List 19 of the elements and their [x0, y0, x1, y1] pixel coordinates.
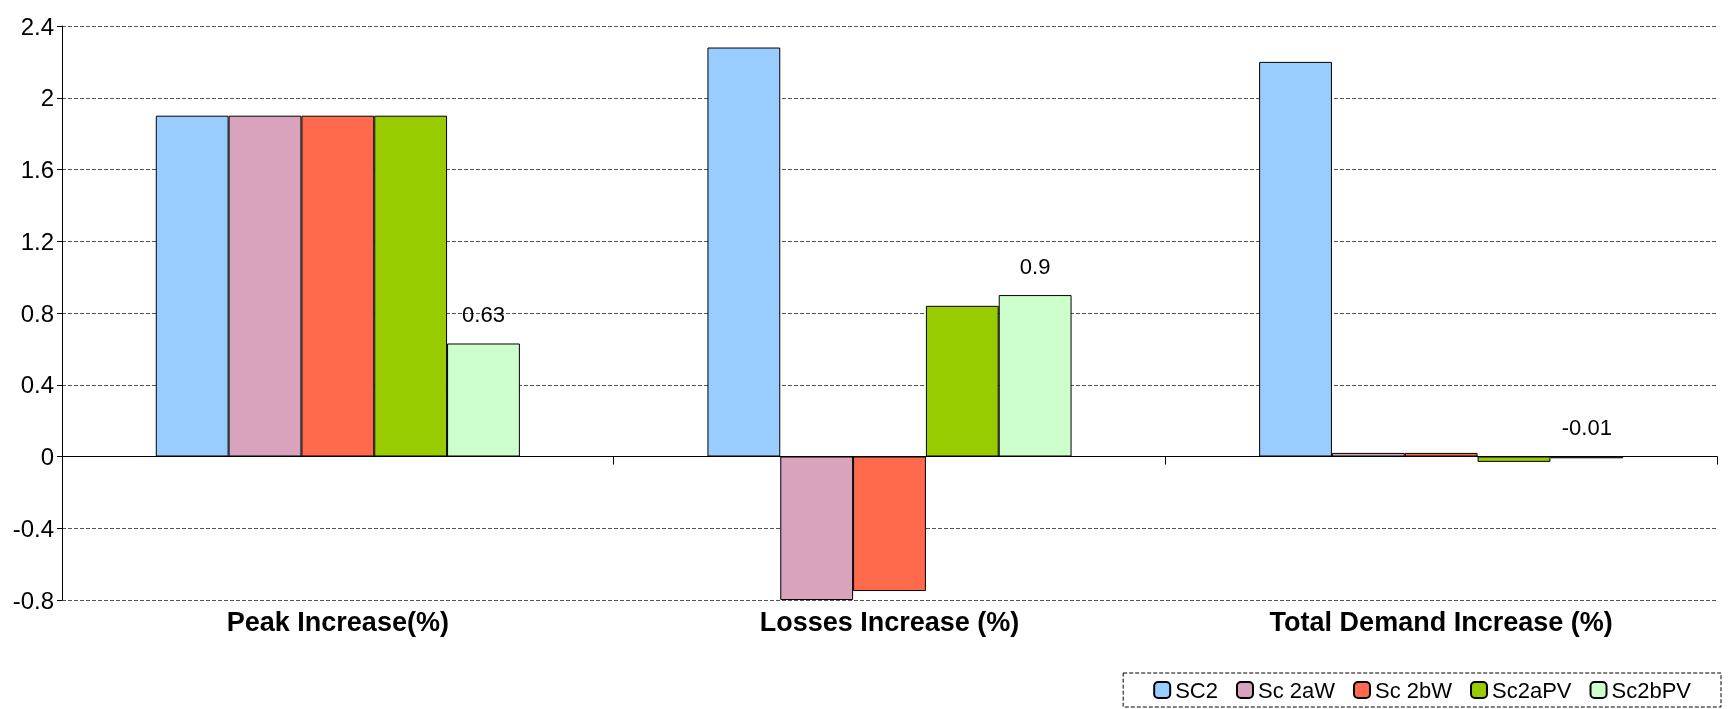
legend-label: Sc 2bW [1374, 677, 1453, 703]
y-tick-label: 2.4 [20, 12, 54, 40]
x-tick-label: Losses Increase (%) [759, 606, 1020, 637]
y-tick-label: 1.6 [20, 156, 54, 183]
legend-label: Sc 2aW [1257, 677, 1336, 703]
x-tick-label: Peak Increase(%) [226, 606, 449, 637]
y-tick-label: 0.4 [20, 371, 54, 399]
legend-label: Sc2bPV [1611, 677, 1692, 703]
y-tick-label: 2 [40, 84, 54, 112]
data-label: -0.01 [1561, 415, 1612, 440]
y-tick-label: -0.4 [12, 514, 54, 542]
y-tick-label: 0.8 [20, 299, 54, 327]
y-tick-label: 0 [40, 443, 54, 470]
legend-label: SC2 [1175, 677, 1218, 703]
legend-label: Sc2aPV [1492, 677, 1572, 703]
data-label: 0.9 [1019, 253, 1051, 279]
y-tick-label: -0.8 [12, 586, 54, 614]
x-tick-label: Total Demand Increase (%) [1269, 606, 1613, 637]
y-tick-label: 1.2 [20, 227, 54, 255]
